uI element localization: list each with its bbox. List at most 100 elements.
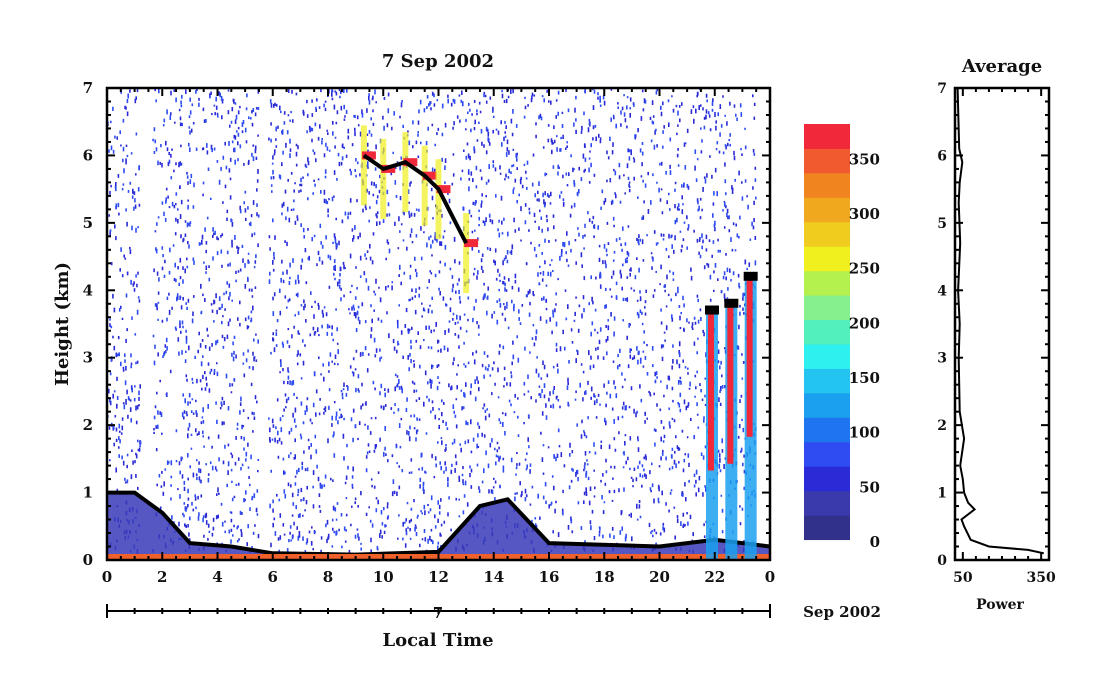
- colorbar-swatch: [804, 221, 850, 247]
- evening-cloud-core: [727, 303, 734, 464]
- high-cloud-fallstreak: [402, 132, 409, 213]
- y-tick-label: 4: [83, 281, 93, 299]
- profile-y-tick-labels: 0 1 2 3 4 5 6 7: [937, 81, 947, 569]
- main-title: 7 Sep 2002: [382, 51, 494, 72]
- colorbar-swatch: [804, 197, 850, 223]
- evening-cloud-core: [746, 276, 753, 437]
- colorbar-tick-label: 150: [849, 369, 880, 387]
- high-cloud-fallstreak: [463, 213, 470, 294]
- colorbar-tick-labels: 0 50 100 150 200 250 300 350: [849, 150, 880, 551]
- y-tick-label: 1: [83, 484, 93, 502]
- colorbar-swatch: [804, 319, 850, 345]
- x-tick-label: 20: [649, 568, 670, 586]
- colorbar-swatch: [804, 368, 850, 394]
- colorbar-swatch: [804, 417, 850, 443]
- noise-speckle-dark: [108, 88, 757, 554]
- profile-y-tick-label: 4: [937, 283, 947, 299]
- main-y-axis-label: Height (km): [52, 262, 73, 386]
- date-bar-month: Sep 2002: [803, 603, 881, 621]
- profile-plot-frame: [953, 86, 1051, 562]
- profile-y-tick-label: 7: [937, 81, 947, 97]
- colorbar-tick-label: 300: [849, 205, 880, 223]
- evening-cloud-top: [724, 298, 739, 308]
- colorbar-swatch: [804, 441, 850, 467]
- profile-x-tick-label: 50: [953, 570, 973, 586]
- average-power-profile-line: [956, 87, 1045, 555]
- main-x-axis-label: Local Time: [382, 630, 493, 651]
- high-cloud-fallstreak: [380, 138, 387, 219]
- y-tick-label: 2: [83, 416, 93, 434]
- profile-x-axis-label: Power: [976, 597, 1024, 613]
- colorbar-tick-label: 200: [849, 314, 880, 332]
- colorbar-tick-label: 250: [849, 260, 880, 278]
- colorbar-swatch: [804, 344, 850, 369]
- boundary-layer-fill: [107, 492, 770, 560]
- high-cloud-fallstreak: [435, 159, 442, 240]
- high-cloud-fallstreak: [421, 145, 428, 226]
- colorbar-swatch: [804, 490, 850, 516]
- main-y-tick-labels: 0 1 2 3 4 5 6 7: [83, 79, 93, 569]
- colorbar-tick-label: 50: [859, 478, 880, 496]
- evening-cloud-top: [743, 271, 758, 281]
- colorbar-swatch: [804, 172, 850, 198]
- x-tick-label: 22: [704, 568, 725, 586]
- x-tick-label: 18: [594, 568, 615, 586]
- profile-x-tick-labels: 50 350: [953, 570, 1056, 586]
- colorbar-swatch: [804, 295, 850, 321]
- main-axes: [105, 86, 772, 562]
- x-tick-label: 14: [483, 568, 504, 586]
- profile-y-tick-label: 2: [937, 418, 947, 434]
- profile-y-tick-label: 5: [937, 216, 947, 232]
- profile-y-tick-label: 3: [937, 351, 947, 367]
- profile-y-tick-label: 6: [937, 148, 947, 164]
- evening-cloud-core: [707, 310, 714, 471]
- x-tick-label: 2: [157, 568, 167, 586]
- y-tick-label: 6: [83, 146, 93, 164]
- profile-title: Average: [961, 56, 1042, 77]
- y-tick-label: 3: [83, 349, 93, 367]
- x-tick-label: 0: [765, 568, 775, 586]
- colorbar-swatch: [804, 148, 850, 174]
- high-cloud-core: [361, 151, 376, 160]
- high-cloud-fallstreak: [360, 125, 367, 206]
- x-tick-label: 6: [268, 568, 278, 586]
- profile-x-tick-label: 350: [1027, 570, 1056, 586]
- high-cloud-core: [464, 239, 479, 248]
- x-tick-label: 8: [323, 568, 333, 586]
- x-tick-label: 12: [428, 568, 449, 586]
- y-tick-label: 0: [83, 551, 93, 569]
- colorbar-tick-label: 100: [849, 424, 880, 442]
- profile-y-tick-label: 0: [937, 553, 947, 569]
- profile-axes: [953, 86, 1051, 562]
- colorbar-swatch: [804, 124, 850, 149]
- colorbar-tick-label: 350: [849, 150, 880, 168]
- main-plot-frame: [105, 86, 772, 562]
- date-bar-day: 7: [433, 604, 443, 622]
- colorbar-tick-label: 0: [870, 533, 880, 551]
- colorbar: [804, 124, 850, 565]
- y-tick-label: 7: [83, 79, 93, 97]
- colorbar-swatch: [804, 515, 850, 541]
- colorbar-swatch: [804, 270, 850, 296]
- date-bar: [106, 604, 771, 618]
- high-cloud-core: [422, 171, 437, 180]
- high-cloud-core: [403, 158, 418, 167]
- profile-y-tick-label: 1: [937, 486, 947, 502]
- x-tick-label: 4: [212, 568, 222, 586]
- high-cloud-core: [436, 185, 451, 194]
- boundary-layer-top-line: [107, 490, 770, 557]
- y-tick-label: 5: [83, 214, 93, 232]
- x-tick-label: 16: [539, 568, 560, 586]
- colorbar-swatch: [804, 539, 850, 565]
- colorbar-swatch: [804, 466, 850, 492]
- colorbar-swatch: [804, 246, 850, 272]
- x-tick-label: 0: [102, 568, 112, 586]
- main-x-tick-labels: 0 2 4 6 8 10 12 14 16 18 20 22 0: [102, 568, 775, 586]
- high-cloud-top-line: [362, 153, 468, 245]
- colorbar-swatch: [804, 392, 850, 418]
- evening-cloud-top: [704, 305, 719, 315]
- x-tick-label: 10: [373, 568, 394, 586]
- heatmap-cells: [107, 88, 770, 560]
- noise-speckle-light: [107, 88, 757, 555]
